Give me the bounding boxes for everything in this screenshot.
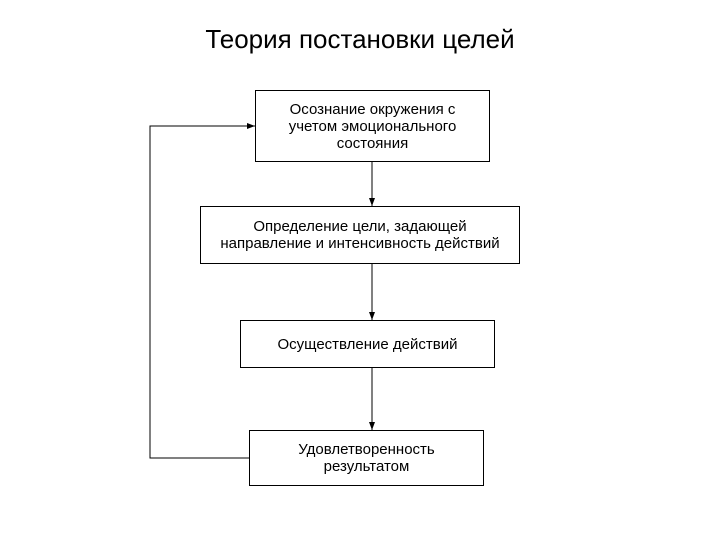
node-label: Осознание окружения с учетом эмоциональн…	[289, 101, 457, 152]
node-n2: Определение цели, задающей направление и…	[200, 206, 520, 264]
node-label: Удовлетворенность результатом	[298, 441, 434, 475]
feedback-edge	[150, 126, 255, 458]
diagram-title: Теория постановки целей	[0, 24, 720, 55]
node-label: Осуществление действий	[277, 336, 457, 353]
node-n3: Осуществление действий	[240, 320, 495, 368]
node-label: Определение цели, задающей направление и…	[220, 218, 499, 252]
node-n1: Осознание окружения с учетом эмоциональн…	[255, 90, 490, 162]
node-n4: Удовлетворенность результатом	[249, 430, 484, 486]
